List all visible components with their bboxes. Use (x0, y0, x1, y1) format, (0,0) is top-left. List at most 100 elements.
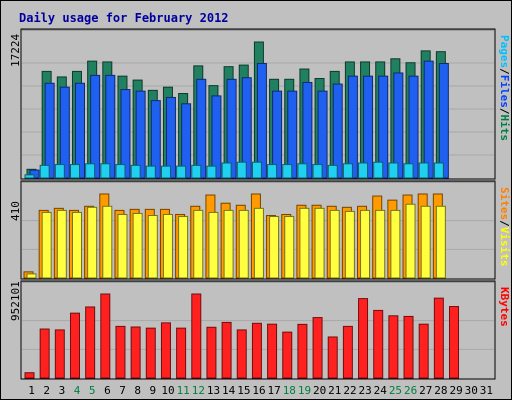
bar-sites-day-3 (56, 209, 67, 279)
day-label-2: 2 (43, 384, 50, 397)
bar-kbytes-day-26 (403, 315, 414, 379)
bar-sites-day-28 (435, 205, 446, 279)
bar-sites-day-26 (405, 203, 416, 279)
bar-kbytes-day-22 (342, 325, 353, 379)
day-label-26: 26 (404, 384, 417, 397)
bar-kbytes-day-20 (312, 317, 323, 379)
bar-sites-day-7 (117, 213, 128, 279)
bar-sites-day-16 (253, 207, 264, 279)
bar-sites-day-13 (208, 211, 219, 279)
legend-visits: Visits (498, 227, 511, 267)
bar-kbytes-day-15 (236, 329, 247, 379)
legend-text: Sites/Visits (498, 187, 511, 267)
day-label-1: 1 (28, 384, 35, 397)
bar-pages-day-13 (206, 165, 217, 179)
bar-sites-day-6 (102, 205, 113, 279)
bar-pages-day-10 (160, 165, 171, 179)
day-label-23: 23 (359, 384, 372, 397)
day-label-5: 5 (89, 384, 96, 397)
bar-pages-day-19 (297, 163, 308, 179)
bar-kbytes-day-27 (418, 323, 429, 379)
bar-files-day-28 (438, 63, 449, 179)
bar-sites-day-8 (132, 212, 143, 279)
bar-kbytes-day-9 (145, 327, 156, 379)
bar-pages-day-12 (191, 164, 202, 179)
bar-files-day-22 (347, 75, 358, 179)
bar-kbytes-day-25 (388, 315, 399, 379)
bar-kbytes-day-11 (176, 327, 187, 379)
bar-sites-day-5 (87, 206, 98, 279)
bar-kbytes-day-24 (373, 309, 384, 379)
day-label-30: 30 (465, 384, 478, 397)
bar-pages-day-17 (267, 164, 278, 179)
bar-files-day-26 (408, 75, 419, 179)
bar-kbytes-day-7 (115, 325, 126, 379)
bar-kbytes-day-18 (282, 331, 293, 379)
day-label-20: 20 (313, 384, 326, 397)
bar-sites-day-20 (314, 207, 325, 279)
legend-pages: Pages (498, 35, 511, 68)
bar-sites-day-2 (41, 211, 52, 279)
bar-sites-day-12 (193, 209, 204, 279)
bar-pages-day-28 (433, 162, 444, 179)
bar-pages-day-22 (342, 163, 353, 179)
day-label-11: 11 (177, 384, 190, 397)
day-label-6: 6 (104, 384, 111, 397)
bar-files-day-25 (393, 72, 404, 179)
bar-sites-day-24 (375, 209, 386, 279)
legend-separator: / (498, 220, 511, 227)
day-label-25: 25 (389, 384, 402, 397)
legend-sites: Sites (498, 187, 511, 220)
y-max-label: 17224 (9, 34, 22, 67)
bar-pages-day-1 (24, 174, 35, 179)
legend-text: Pages/Files/Hits (498, 35, 511, 141)
legend-text: KBytes (498, 287, 511, 327)
day-label-22: 22 (343, 384, 356, 397)
legend-separator: / (498, 108, 511, 115)
bar-pages-day-26 (403, 163, 414, 179)
bar-sites-day-14 (223, 209, 234, 279)
chart-title: Daily usage for February 2012 (19, 11, 229, 25)
day-label-24: 24 (374, 384, 388, 397)
panel-kbytes: 952101 KBytes (9, 280, 511, 380)
bar-pages-day-20 (312, 164, 323, 179)
bar-pages-day-9 (145, 165, 156, 179)
day-label-14: 14 (222, 384, 236, 397)
bar-kbytes-day-17 (267, 323, 278, 379)
bar-pages-day-21 (327, 164, 338, 179)
bar-pages-day-4 (69, 164, 80, 179)
legend-kbytes: KBytes (498, 287, 511, 327)
bar-kbytes-day-2 (39, 328, 50, 379)
bar-files-day-3 (59, 86, 70, 179)
day-label-29: 29 (449, 384, 462, 397)
day-label-15: 15 (237, 384, 250, 397)
day-label-8: 8 (134, 384, 141, 397)
bar-kbytes-day-21 (327, 336, 338, 379)
bar-files-day-12 (196, 78, 207, 179)
bar-pages-day-23 (358, 162, 369, 179)
bar-files-day-27 (423, 60, 434, 179)
bar-pages-day-5 (85, 163, 96, 179)
bar-kbytes-day-16 (251, 322, 262, 379)
bar-files-day-4 (74, 82, 85, 179)
bar-kbytes-day-29 (449, 306, 460, 379)
day-label-3: 3 (59, 384, 66, 397)
day-label-31: 31 (480, 384, 493, 397)
day-label-9: 9 (150, 384, 157, 397)
bar-sites-day-17 (269, 216, 280, 279)
bar-sites-day-27 (420, 205, 431, 279)
bar-sites-day-21 (329, 209, 340, 279)
bar-pages-day-27 (418, 162, 429, 179)
bar-pages-day-24 (373, 161, 384, 179)
bar-kbytes-day-8 (130, 326, 141, 379)
day-label-7: 7 (119, 384, 126, 397)
bar-kbytes-day-1 (24, 372, 35, 379)
bar-files-day-21 (332, 83, 343, 179)
bar-sites-day-25 (390, 209, 401, 279)
series-pages (24, 161, 444, 179)
day-label-17: 17 (268, 384, 281, 397)
panel-hits: 17224 Pages/Files/Hits (9, 28, 511, 180)
bar-pages-day-8 (130, 164, 141, 179)
